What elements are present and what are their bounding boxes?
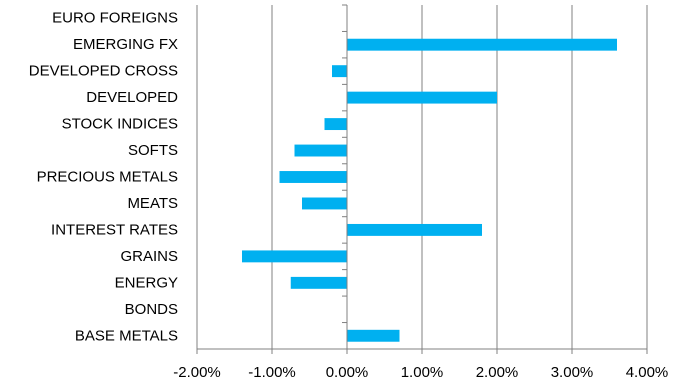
category-label: BONDS	[125, 301, 178, 318]
x-tick-labels: -2.00% -1.00% 0.00% 1.00% 2.00% 3.00% 4.00%	[173, 364, 668, 381]
category-label: DEVELOPED	[86, 89, 178, 106]
gridlines	[196, 5, 648, 349]
category-label: EMERGING FX	[73, 36, 178, 53]
bar-emerging-fx	[347, 38, 617, 51]
x-tick-label: 3.00%	[551, 364, 594, 381]
bar-stock-indices	[324, 118, 347, 131]
bar-base-metals	[347, 329, 400, 342]
bar-interest-rates	[347, 223, 482, 236]
category-label: PRECIOUS METALS	[37, 169, 178, 186]
x-tick-label: 4.00%	[626, 364, 669, 381]
axes	[196, 4, 648, 354]
category-label: MEATS	[127, 195, 178, 212]
bar-meats	[302, 197, 347, 210]
x-tick-label: 0.00%	[326, 364, 369, 381]
bar-energy	[290, 276, 347, 289]
bar-softs	[294, 144, 347, 157]
bars	[242, 38, 617, 342]
category-label: BASE METALS	[75, 327, 178, 344]
bar-grains	[242, 250, 347, 263]
x-tick-label: -2.00%	[173, 364, 221, 381]
category-label: STOCK INDICES	[62, 116, 178, 133]
x-tick-label: -1.00%	[248, 364, 296, 381]
bar-developed	[347, 91, 497, 104]
x-tick-label: 2.00%	[476, 364, 519, 381]
bar-developed-cross	[332, 65, 347, 78]
category-labels: EURO FOREIGNS EMERGING FX DEVELOPED CROSS D…	[29, 10, 178, 345]
category-label: SOFTS	[128, 142, 178, 159]
category-label: DEVELOPED CROSS	[29, 63, 178, 80]
bar-precious-metals	[279, 171, 347, 183]
category-label: EURO FOREIGNS	[52, 10, 178, 27]
x-tick-label: 1.00%	[401, 364, 444, 381]
category-label: ENERGY	[115, 274, 178, 291]
category-label: GRAINS	[120, 248, 178, 265]
category-label: INTEREST RATES	[51, 221, 178, 238]
